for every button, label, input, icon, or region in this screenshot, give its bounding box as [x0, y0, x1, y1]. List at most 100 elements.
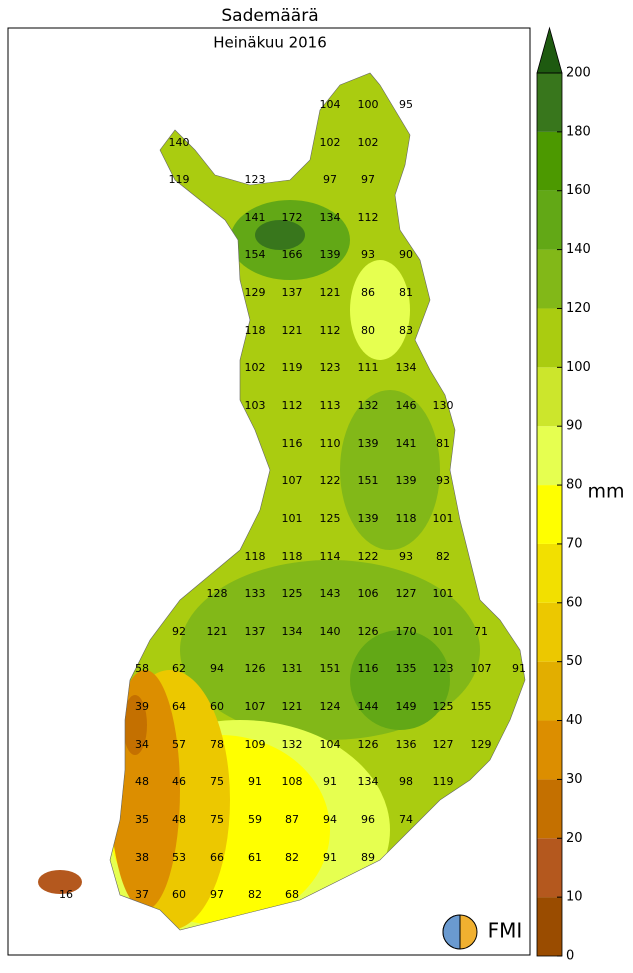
- station-value: 132: [358, 399, 379, 412]
- station-value: 114: [320, 550, 341, 563]
- station-value: 118: [396, 512, 417, 525]
- station-value: 35: [135, 813, 149, 826]
- colorbar-band: [537, 190, 562, 250]
- colorbar-band: [537, 779, 562, 839]
- station-value: 93: [399, 550, 413, 563]
- station-value: 59: [248, 813, 262, 826]
- station-value: 66: [210, 851, 224, 864]
- station-value: 119: [282, 361, 303, 374]
- colorbar-tick-label: 120: [566, 301, 591, 316]
- station-value: 112: [358, 211, 379, 224]
- station-value: 107: [245, 700, 266, 713]
- subtitle: Heinäkuu 2016: [213, 34, 327, 52]
- colorbar-band: [537, 73, 562, 132]
- station-value: 140: [320, 625, 341, 638]
- station-value: 103: [245, 399, 266, 412]
- station-value: 58: [135, 662, 149, 675]
- station-value: 89: [361, 851, 375, 864]
- station-value: 134: [320, 211, 341, 224]
- colorbar-band: [537, 249, 562, 309]
- station-value: 100: [358, 98, 379, 111]
- station-value: 57: [172, 738, 186, 751]
- station-value: 62: [172, 662, 186, 675]
- station-value: 140: [169, 136, 190, 149]
- fmi-logo-half: [442, 914, 461, 950]
- station-value: 131: [282, 662, 303, 675]
- station-value: 94: [210, 662, 224, 675]
- station-value: 90: [399, 248, 413, 261]
- station-value: 125: [433, 700, 454, 713]
- station-value: 93: [436, 474, 450, 487]
- station-value: 143: [320, 587, 341, 600]
- station-value: 121: [282, 324, 303, 337]
- station-value: 61: [248, 851, 262, 864]
- station-value: 91: [323, 851, 337, 864]
- station-value: 106: [358, 587, 379, 600]
- station-value: 128: [207, 587, 228, 600]
- station-value: 172: [282, 211, 303, 224]
- station-value: 80: [361, 324, 375, 337]
- station-value: 141: [396, 437, 417, 450]
- station-value: 16: [59, 888, 73, 901]
- station-value: 154: [245, 248, 266, 261]
- station-value: 101: [282, 512, 303, 525]
- station-value: 112: [320, 324, 341, 337]
- colorbar-band: [537, 720, 562, 780]
- station-value: 78: [210, 738, 224, 751]
- station-value: 108: [282, 775, 303, 788]
- colorbar-band: [537, 131, 562, 191]
- station-value: 139: [358, 437, 379, 450]
- colorbar-band: [537, 838, 562, 898]
- station-value: 101: [433, 625, 454, 638]
- station-value: 119: [433, 775, 454, 788]
- colorbar-tick-label: 20: [566, 831, 583, 846]
- colorbar-tick-label: 0: [566, 949, 574, 964]
- station-value: 104: [320, 98, 341, 111]
- station-value: 38: [135, 851, 149, 864]
- station-value: 126: [245, 662, 266, 675]
- station-value: 151: [358, 474, 379, 487]
- station-value: 144: [358, 700, 379, 713]
- colorbar-tick-label: 10: [566, 890, 583, 905]
- station-value: 149: [396, 700, 417, 713]
- station-value: 91: [248, 775, 262, 788]
- station-value: 97: [323, 173, 337, 186]
- station-value: 60: [210, 700, 224, 713]
- station-value: 60: [172, 888, 186, 901]
- station-value: 37: [135, 888, 149, 901]
- station-value: 112: [282, 399, 303, 412]
- station-value: 155: [471, 700, 492, 713]
- colorbar-band: [537, 661, 562, 721]
- station-value: 133: [245, 587, 266, 600]
- title: Sademäärä: [221, 6, 318, 26]
- station-value: 127: [433, 738, 454, 751]
- fmi-logo-text: FMI: [488, 919, 523, 943]
- station-value: 94: [323, 813, 337, 826]
- station-value: 137: [245, 625, 266, 638]
- station-value: 113: [320, 399, 341, 412]
- station-value: 82: [285, 851, 299, 864]
- station-value: 97: [210, 888, 224, 901]
- station-value: 82: [248, 888, 262, 901]
- station-value: 139: [396, 474, 417, 487]
- station-value: 92: [172, 625, 186, 638]
- station-value: 139: [320, 248, 341, 261]
- station-value: 98: [399, 775, 413, 788]
- station-value: 126: [358, 738, 379, 751]
- station-value: 107: [471, 662, 492, 675]
- colorbar-tick-label: 60: [566, 595, 583, 610]
- station-value: 104: [320, 738, 341, 751]
- station-value: 118: [282, 550, 303, 563]
- colorbar-tick-label: 50: [566, 654, 583, 669]
- station-value: 118: [245, 550, 266, 563]
- station-value: 137: [282, 286, 303, 299]
- station-value: 130: [433, 399, 454, 412]
- colorbar-band: [537, 426, 562, 486]
- station-value: 96: [361, 813, 375, 826]
- station-value: 64: [172, 700, 186, 713]
- station-value: 118: [245, 324, 266, 337]
- station-value: 119: [169, 173, 190, 186]
- station-value: 102: [320, 136, 341, 149]
- colorbar-tick-label: 90: [566, 419, 583, 434]
- aland-islands: [38, 870, 82, 894]
